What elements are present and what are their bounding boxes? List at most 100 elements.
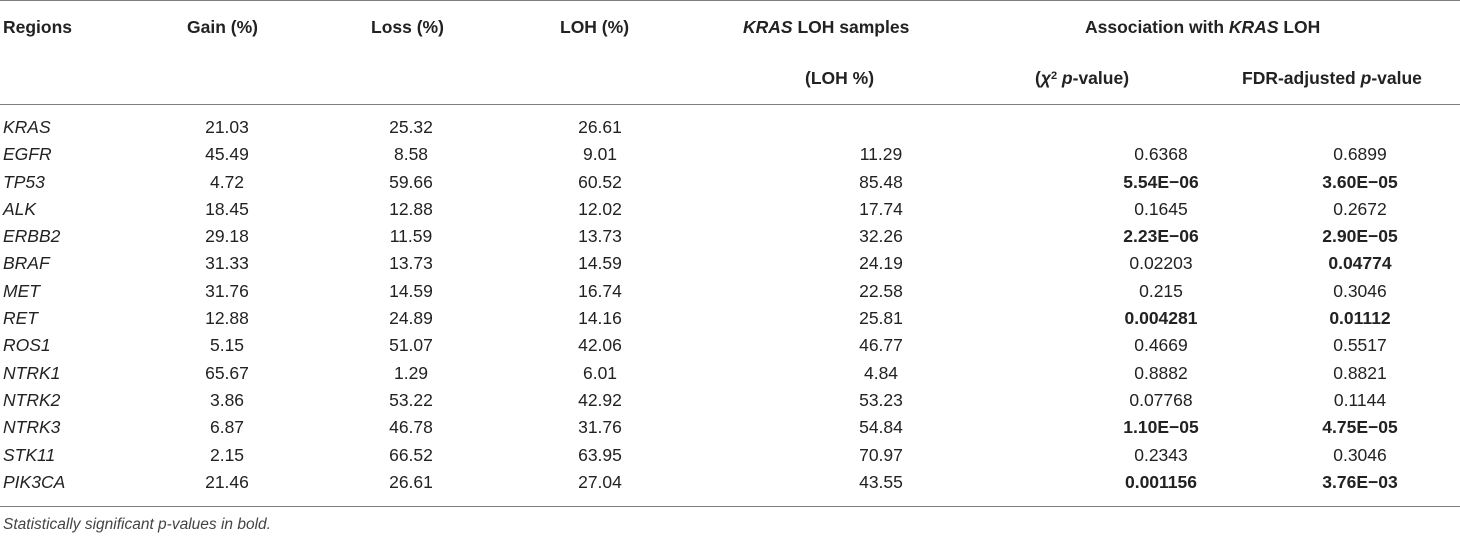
cell-loss: 1.29 xyxy=(393,362,429,383)
data-table: KRAS 21.03 25.32 26.61 EGFR 45.49 8.58 9.01 11.2… xyxy=(0,114,1460,496)
cell-loss: 26.61 xyxy=(389,471,433,492)
cell-region: BRAF xyxy=(3,253,50,274)
cell-samples: 70.97 xyxy=(859,444,903,465)
table-row: ROS1 5.15 51.07 42.06 46.77 0.4669 0.5517 xyxy=(0,332,1460,359)
cell-fdr: 0.2672 xyxy=(1333,198,1387,219)
table-row: NTRK2 3.86 53.22 42.92 53.23 0.07768 0.1144 xyxy=(0,387,1460,414)
cell-samples: 22.58 xyxy=(859,280,903,301)
table-body: KRAS 21.03 25.32 26.61 EGFR 45.49 8.58 9.01 11.2… xyxy=(0,114,1460,496)
cell-loss: 24.89 xyxy=(389,308,433,329)
cell-fdr: 3.60E−05 xyxy=(1322,171,1398,192)
cell-samples: 24.19 xyxy=(859,253,903,274)
cell-chi: 5.54E−06 xyxy=(1123,171,1199,192)
table-bottom-rule xyxy=(0,506,1460,507)
cell-loss: 53.22 xyxy=(389,389,433,410)
cell-loss: 12.88 xyxy=(389,198,433,219)
cell-fdr: 4.75E−05 xyxy=(1322,417,1398,438)
footnote: Statistically significant p-values in bo… xyxy=(3,516,271,533)
cell-loh: 16.74 xyxy=(578,280,622,301)
header-chi-sup: 2 xyxy=(1050,70,1058,82)
cell-loh: 6.01 xyxy=(582,362,618,383)
cell-region: NTRK2 xyxy=(3,389,61,410)
cell-chi: 0.07768 xyxy=(1129,389,1193,410)
header-regions: Regions xyxy=(3,17,73,37)
cell-loh: 26.61 xyxy=(578,117,622,137)
header-association-prefix: Association with xyxy=(1085,17,1229,37)
cell-gain: 45.49 xyxy=(205,144,249,165)
cell-region: EGFR xyxy=(3,144,52,165)
cell-loss: 13.73 xyxy=(389,253,433,274)
cell-samples: 43.55 xyxy=(859,471,903,492)
cell-loh: 63.95 xyxy=(578,444,622,465)
cell-loss: 46.78 xyxy=(389,417,433,438)
table-row: MET 31.76 14.59 16.74 22.58 0.215 0.3046 xyxy=(0,278,1460,305)
cell-chi: 2.23E−06 xyxy=(1123,226,1199,247)
cell-loss: 66.52 xyxy=(389,444,433,465)
header-kras-loh-samples: KRAS LOH samples xyxy=(743,17,909,37)
header-loh-percent: (LOH %) xyxy=(805,68,875,88)
cell-loh: 14.16 xyxy=(578,308,622,329)
cell-fdr: 0.8821 xyxy=(1333,362,1387,383)
header-fdr-pvalue: FDR-adjusted p-value xyxy=(1242,68,1422,88)
cell-loh: 13.73 xyxy=(578,226,622,247)
cell-region: TP53 xyxy=(3,171,45,192)
cell-samples: 54.84 xyxy=(859,417,903,438)
header-association-kras: KRAS xyxy=(1228,17,1279,37)
table-row: EGFR 45.49 8.58 9.01 11.29 0.6368 0.6899 xyxy=(0,141,1460,168)
cell-region: STK11 xyxy=(3,444,56,465)
cell-loss: 25.32 xyxy=(389,117,433,137)
cell-chi: 0.215 xyxy=(1139,280,1183,301)
cell-loh: 14.59 xyxy=(578,253,622,274)
cell-gain: 3.86 xyxy=(209,389,245,410)
cell-region: KRAS xyxy=(3,117,51,137)
header-association: Association with KRAS LOH xyxy=(1085,17,1320,37)
cell-region: ALK xyxy=(3,198,37,219)
table-top-rule xyxy=(0,0,1460,1)
cell-region: MET xyxy=(3,280,40,301)
cell-region: RET xyxy=(3,308,38,329)
cell-fdr: 2.90E−05 xyxy=(1322,226,1398,247)
cell-chi xyxy=(1062,114,1260,141)
cell-fdr xyxy=(1260,114,1460,141)
cell-loh: 31.76 xyxy=(578,417,622,438)
table-row: BRAF 31.33 13.73 14.59 24.19 0.02203 0.04774 xyxy=(0,250,1460,277)
cell-gain: 21.46 xyxy=(205,471,249,492)
cell-gain: 65.67 xyxy=(205,362,249,383)
cell-chi: 0.4669 xyxy=(1134,335,1188,356)
cell-loss: 51.07 xyxy=(389,335,433,356)
cell-region: ROS1 xyxy=(3,335,51,356)
header-fdr-rest: -value xyxy=(1371,68,1422,88)
cell-region: ERBB2 xyxy=(3,226,61,247)
cell-samples: 4.84 xyxy=(863,362,899,383)
header-kras-loh-samples-text: LOH samples xyxy=(792,17,910,37)
table-row: PIK3CA 21.46 26.61 27.04 43.55 0.001156 3.76E−… xyxy=(0,469,1460,496)
cell-fdr: 0.3046 xyxy=(1333,280,1387,301)
cell-gain: 12.88 xyxy=(205,308,249,329)
table-row: RET 12.88 24.89 14.16 25.81 0.004281 0.01112 xyxy=(0,305,1460,332)
cell-chi: 0.6368 xyxy=(1134,144,1188,165)
cell-fdr: 0.01112 xyxy=(1329,308,1391,329)
cell-samples: 46.77 xyxy=(859,335,903,356)
cell-fdr: 0.6899 xyxy=(1333,144,1387,165)
cell-gain: 29.18 xyxy=(205,226,249,247)
header-fdr-prefix: FDR-adjusted xyxy=(1242,68,1361,88)
table-row: NTRK1 65.67 1.29 6.01 4.84 0.8882 0.8821 xyxy=(0,360,1460,387)
cell-samples: 17.74 xyxy=(859,198,903,219)
cell-fdr: 0.5517 xyxy=(1333,335,1387,356)
cell-gain: 31.76 xyxy=(205,280,249,301)
cell-samples: 85.48 xyxy=(859,171,903,192)
cell-region: NTRK3 xyxy=(3,417,61,438)
header-association-suffix: LOH xyxy=(1278,17,1321,37)
header-chi-square-pvalue: (χ2 p-value) xyxy=(1035,68,1129,88)
header-gain: Gain (%) xyxy=(187,17,258,37)
cell-chi: 0.02203 xyxy=(1129,253,1193,274)
cell-loh: 27.04 xyxy=(578,471,622,492)
cell-gain: 6.87 xyxy=(209,417,245,438)
cell-gain: 21.03 xyxy=(205,117,249,137)
cell-loh: 42.06 xyxy=(578,335,622,356)
table-row: ERBB2 29.18 11.59 13.73 32.26 2.23E−06 2.90E−0… xyxy=(0,223,1460,250)
cell-loh: 9.01 xyxy=(582,144,618,165)
cell-chi: 1.10E−05 xyxy=(1123,417,1199,438)
table-row: KRAS 21.03 25.32 26.61 xyxy=(0,114,1460,141)
cell-chi: 0.004281 xyxy=(1124,308,1198,329)
